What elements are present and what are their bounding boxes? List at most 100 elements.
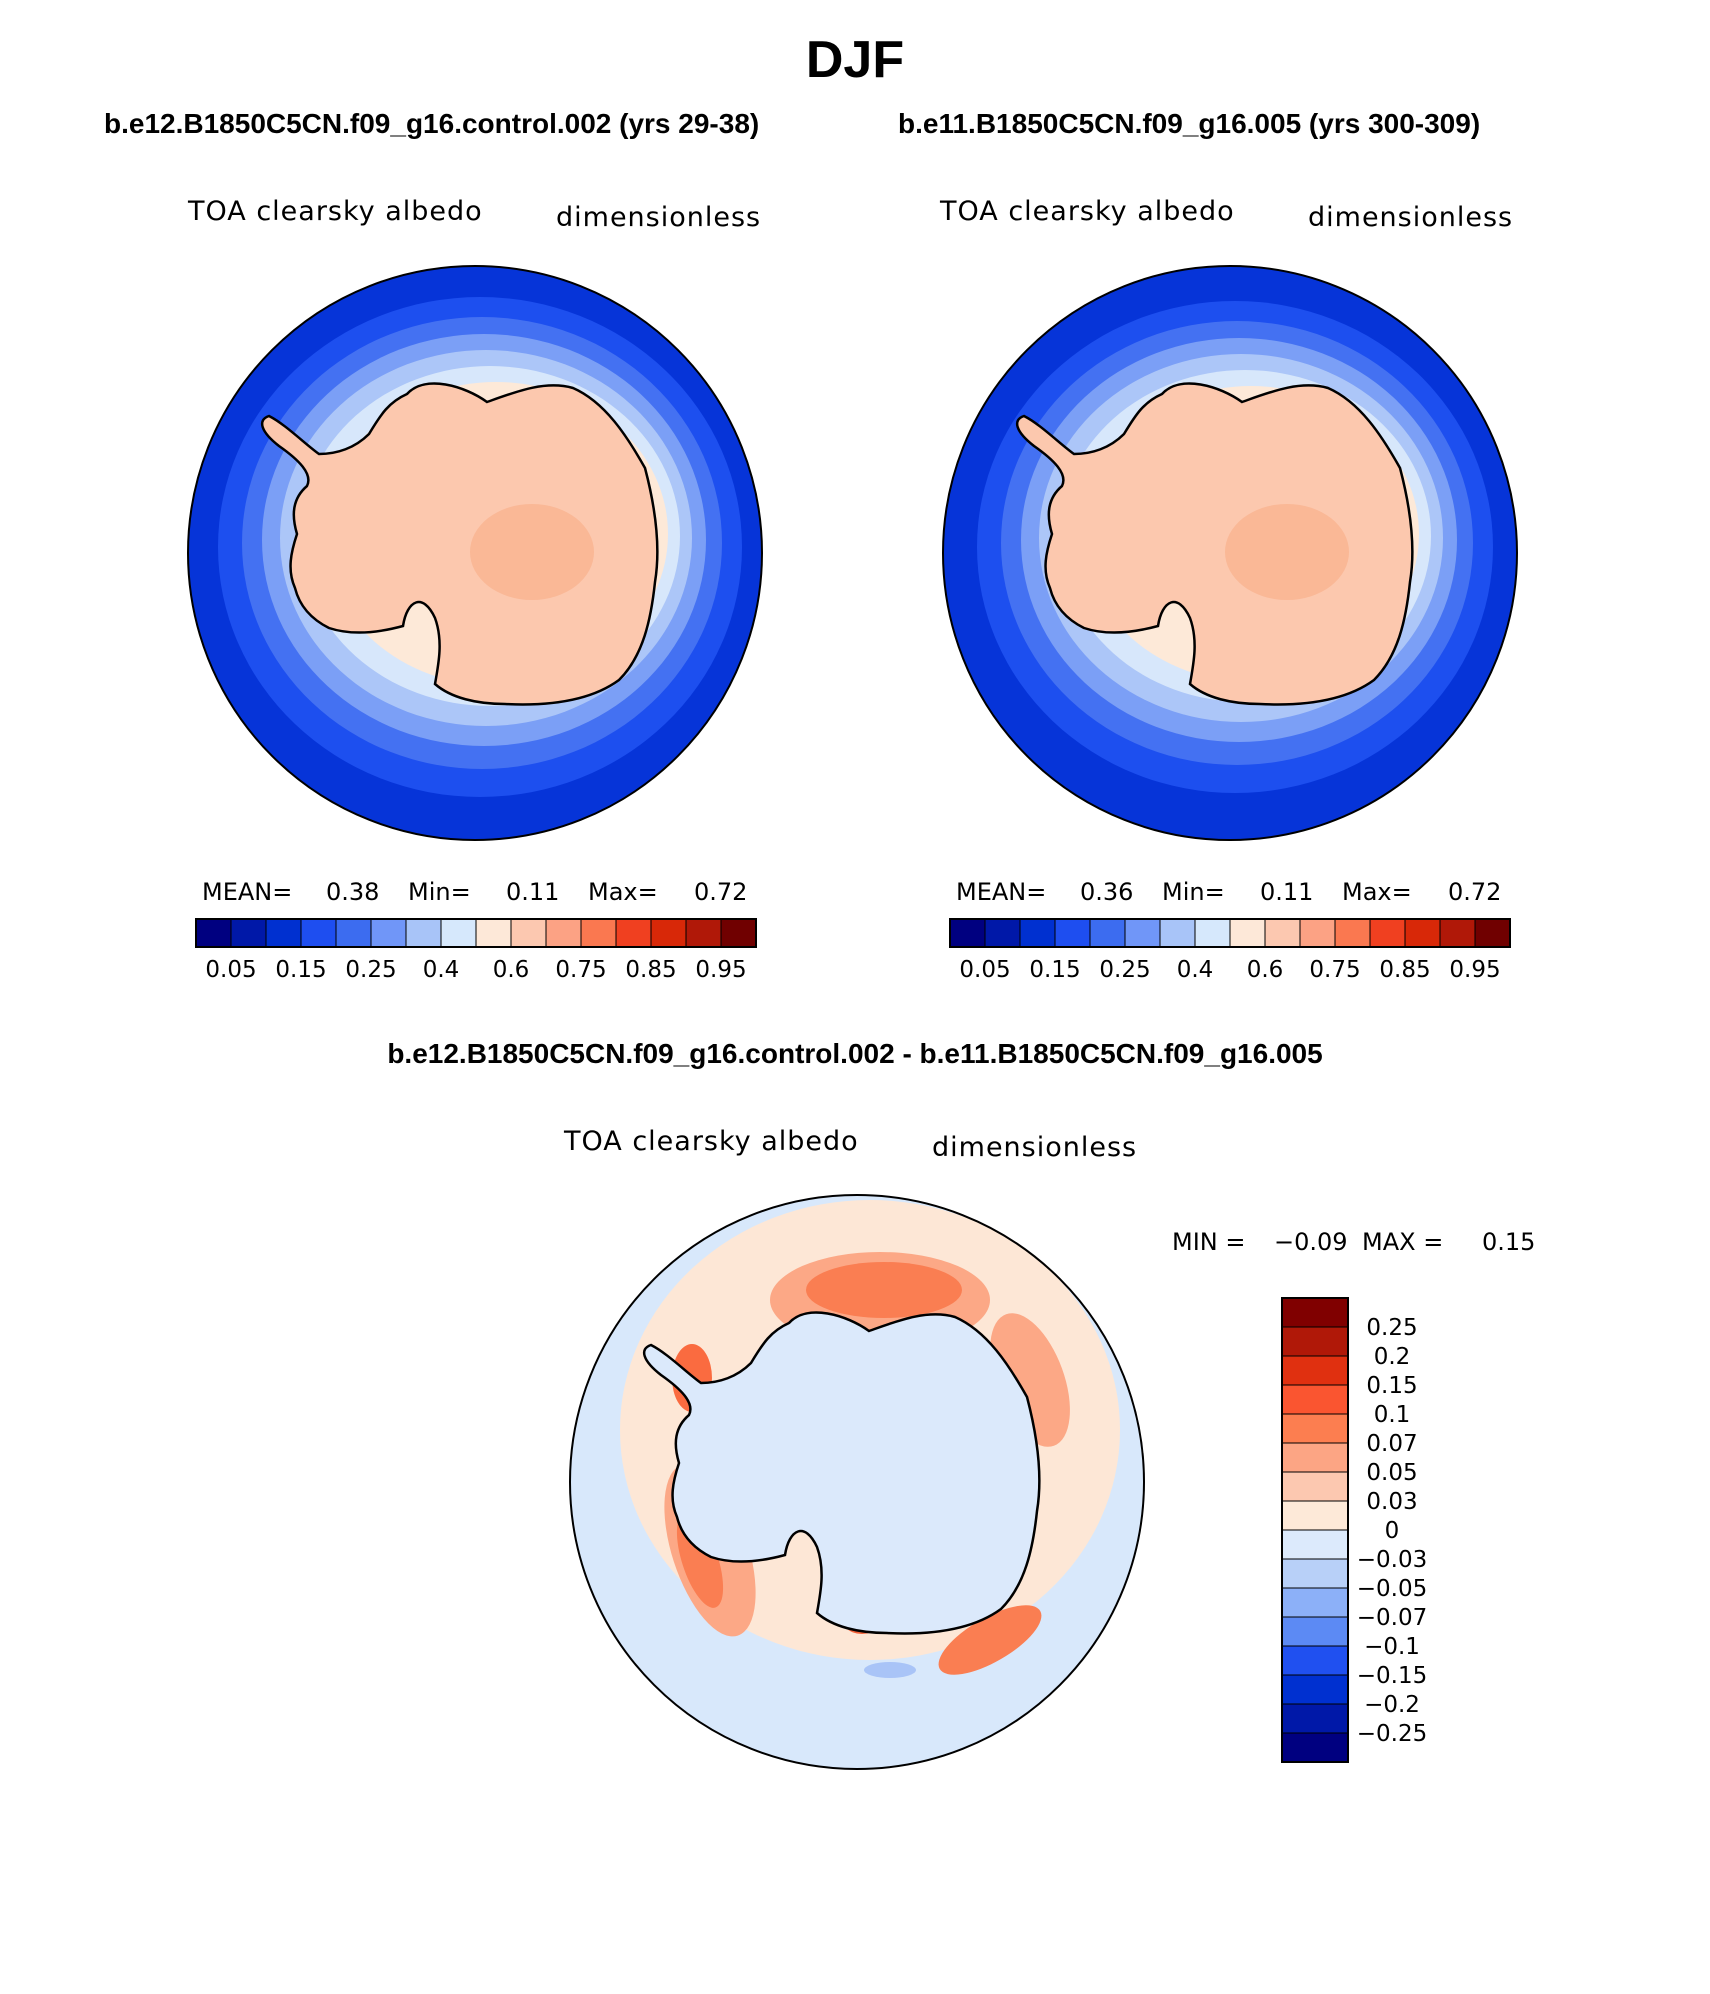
right-colorbar-swatch [984,918,1021,948]
diff-colorbar-swatch [1281,1413,1349,1444]
diff-colorbar-tick-label: 0.07 [1366,1431,1417,1457]
diff-max-value: 0.15 [1482,1228,1536,1256]
left-colorbar-swatch [475,918,512,948]
left-colorbar-swatch [405,918,442,948]
right-colorbar-swatch [1159,918,1196,948]
diff-colorbar-tick-label: 0.25 [1366,1315,1417,1341]
left-variable-label: TOA clearsky albedo [188,196,483,227]
diff-map-patch-north-core [806,1262,962,1318]
diff-colorbar-tick-label: −0.15 [1357,1663,1427,1689]
left-colorbar-swatch [300,918,337,948]
right-colorbar-tick-label: 0.25 [1099,957,1150,983]
diff-colorbar-tick-label: 0.2 [1374,1344,1411,1370]
left-colorbar-swatch [650,918,687,948]
right-colorbar-tick-label: 0.4 [1177,957,1214,983]
left-units-label: dimensionless [556,202,762,233]
diff-colorbar-swatch [1281,1529,1349,1560]
left-colorbar-swatch [195,918,232,948]
diff-map-patch-negative [864,1662,916,1678]
right-colorbar-tick-label: 0.15 [1029,957,1080,983]
right-polar-map [943,266,1517,840]
diff-colorbar-tick-label: 0 [1385,1518,1400,1544]
left-colorbar-tick-label: 0.05 [205,957,256,983]
left-colorbar-tick-label: 0.4 [423,957,460,983]
left-colorbar-tick-label: 0.75 [555,957,606,983]
left-colorbar-swatch [265,918,302,948]
left-colorbar-swatch [720,918,757,948]
right-colorbar-swatch [949,918,986,948]
right-max-value: 0.72 [1448,878,1502,906]
left-colorbar-tick-label: 0.25 [345,957,396,983]
right-colorbar-tick-label: 0.6 [1247,957,1284,983]
right-colorbar-swatch [1439,918,1476,948]
diff-map-patch-southeast [938,1605,1042,1675]
right-colorbar-swatch [1299,918,1336,948]
diff-colorbar-tick-label: 0.05 [1366,1460,1417,1486]
right-colorbar-tick-label: 0.75 [1309,957,1360,983]
diff-colorbar-swatch [1281,1732,1349,1763]
diff-colorbar-tick-label: −0.07 [1357,1605,1427,1631]
right-colorbar-swatch [1054,918,1091,948]
right-units-label: dimensionless [1308,202,1514,233]
left-colorbar-swatch [580,918,617,948]
diff-max-label: MAX = [1362,1228,1444,1256]
diff-colorbar-swatch [1281,1587,1349,1618]
left-map-ice-sheet-core [470,504,594,600]
right-colorbar-swatch [1404,918,1441,948]
right-colorbar-tick-label: 0.95 [1449,957,1500,983]
diff-colorbar-tick-label: −0.05 [1357,1576,1427,1602]
diff-colorbar-swatch [1281,1355,1349,1386]
left-colorbar-swatch [440,918,477,948]
diff-colorbar-tick-label: 0.03 [1366,1489,1417,1515]
diff-variable-label: TOA clearsky albedo [564,1126,859,1157]
diff-map-border [569,1194,1145,1770]
diff-colorbar-swatch [1281,1384,1349,1415]
right-variable-label: TOA clearsky albedo [940,196,1235,227]
right-min-value: 0.11 [1260,878,1314,906]
left-colorbar-swatch [545,918,582,948]
right-colorbar-tick-label: 0.85 [1379,957,1430,983]
diff-colorbar-swatch [1281,1616,1349,1647]
right-colorbar-frame [949,918,1511,948]
diff-colorbar-frame [1281,1297,1349,1763]
left-polar-map [188,266,762,840]
left-colorbar-tick-label: 0.95 [695,957,746,983]
diff-colorbar-swatch [1281,1297,1349,1328]
right-colorbar-swatch [1264,918,1301,948]
difference-colorbar: 0.25 0.2 0.15 0.1 0.07 0.05 0.03 0 −0.03 −0.05 −0.… [1281,1297,1427,1763]
left-colorbar-swatch [335,918,372,948]
left-colorbar-swatch [510,918,547,948]
right-colorbar-swatch [1019,918,1056,948]
right-colorbar-swatch [1229,918,1266,948]
right-case-title: b.e11.B1850C5CN.f09_g16.005 (yrs 300-309… [898,108,1481,139]
diff-min-value: −0.09 [1274,1228,1348,1256]
right-colorbar-swatch [1194,918,1231,948]
right-colorbar-tick-label: 0.05 [959,957,1010,983]
diff-colorbar-tick-label: 0.15 [1366,1373,1417,1399]
diff-units-label: dimensionless [932,1132,1138,1163]
right-colorbar-swatch [1334,918,1371,948]
right-mean-value: 0.36 [1080,878,1134,906]
left-mean-value: 0.38 [326,878,380,906]
left-colorbar-swatch [370,918,407,948]
right-colorbar-swatch [1089,918,1126,948]
left-min-label: Min= [408,878,471,906]
right-colorbar-swatch [1124,918,1161,948]
diff-colorbar-swatch [1281,1326,1349,1357]
right-map-ice-sheet-core [1225,504,1349,600]
diff-colorbar-swatch [1281,1703,1349,1734]
left-max-label: Max= [588,878,658,906]
right-map-border [942,265,1518,841]
diff-colorbar-tick-label: −0.1 [1364,1634,1420,1660]
left-colorbar-swatch [685,918,722,948]
diff-colorbar-swatch [1281,1471,1349,1502]
right-min-label: Min= [1162,878,1225,906]
left-case-title: b.e12.B1850C5CN.f09_g16.control.002 (yrs… [104,108,760,139]
left-colorbar: 0.05 0.15 0.25 0.4 0.6 0.75 0.85 0.95 [195,918,757,983]
diff-colorbar-swatch [1281,1645,1349,1676]
diff-colorbar-swatch [1281,1674,1349,1705]
left-colorbar-swatch [230,918,267,948]
diff-colorbar-swatch [1281,1442,1349,1473]
diff-min-label: MIN = [1172,1228,1246,1256]
